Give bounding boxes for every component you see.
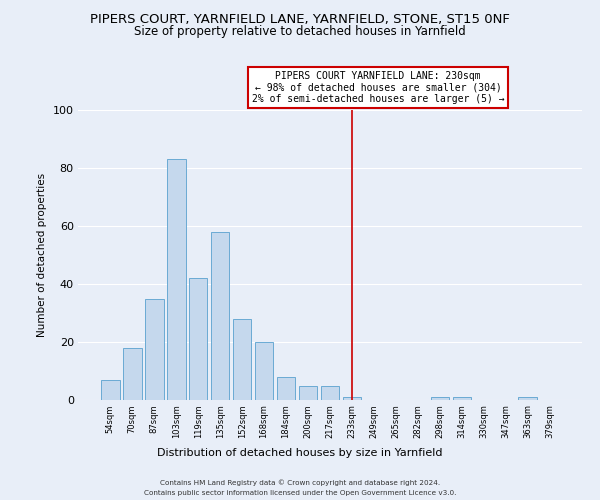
Bar [452,397,471,400]
Bar [277,377,295,400]
Text: Distribution of detached houses by size in Yarnfield: Distribution of detached houses by size … [157,448,443,458]
Bar [518,397,537,400]
Bar [320,386,340,400]
Text: Contains HM Land Registry data © Crown copyright and database right 2024.: Contains HM Land Registry data © Crown c… [160,479,440,486]
Text: Contains public sector information licensed under the Open Government Licence v3: Contains public sector information licen… [144,490,456,496]
Bar [211,232,229,400]
Bar [431,397,449,400]
Bar [189,278,208,400]
Bar [233,319,251,400]
Bar [343,397,361,400]
Text: PIPERS COURT, YARNFIELD LANE, YARNFIELD, STONE, ST15 0NF: PIPERS COURT, YARNFIELD LANE, YARNFIELD,… [90,12,510,26]
Bar [167,160,185,400]
Bar [299,386,317,400]
Bar [101,380,119,400]
Bar [255,342,274,400]
Bar [145,298,164,400]
Text: PIPERS COURT YARNFIELD LANE: 230sqm
← 98% of detached houses are smaller (304)
2: PIPERS COURT YARNFIELD LANE: 230sqm ← 98… [251,71,504,104]
Text: Size of property relative to detached houses in Yarnfield: Size of property relative to detached ho… [134,25,466,38]
Bar [123,348,142,400]
Y-axis label: Number of detached properties: Number of detached properties [37,173,47,337]
